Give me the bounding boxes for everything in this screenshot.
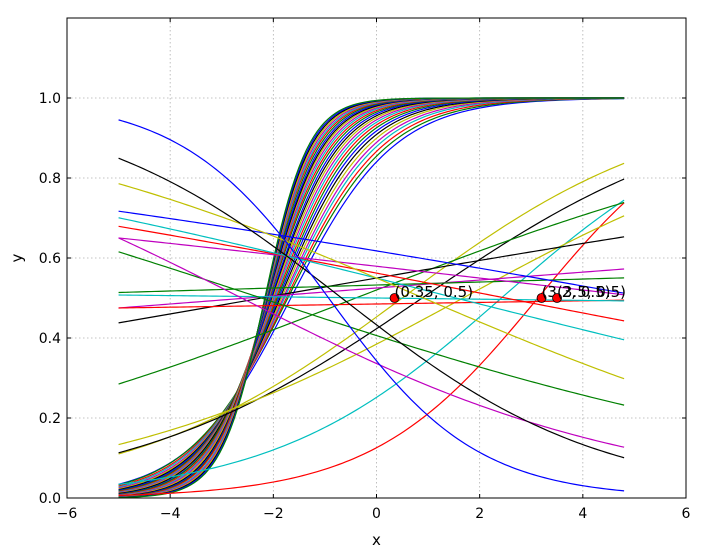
data-point [389, 293, 400, 303]
series-line [118, 157, 625, 459]
series-line [118, 215, 625, 446]
series-line [118, 119, 625, 492]
x-tick-label: −2 [263, 506, 284, 522]
x-tick-label: 6 [682, 506, 691, 522]
y-tick-label: 0.0 [39, 491, 61, 507]
series-layer [118, 97, 625, 498]
x-axis-label: x [372, 531, 381, 549]
series-line [118, 183, 625, 380]
series-line [118, 268, 625, 309]
series-line [118, 217, 625, 341]
series-line [118, 201, 625, 385]
series-line [118, 237, 625, 296]
x-tick-label: 2 [475, 506, 484, 522]
x-tick-label: −4 [160, 506, 181, 522]
series-line [118, 97, 625, 498]
x-tick-label: 4 [578, 506, 587, 522]
y-tick-label: 0.8 [39, 171, 61, 187]
x-tick-label: −6 [57, 506, 78, 522]
y-tick-label: 0.2 [39, 411, 61, 427]
data-point [552, 293, 562, 303]
y-tick-label: 0.4 [39, 331, 61, 347]
y-axis-label: y [8, 253, 26, 262]
series-line [118, 236, 625, 324]
point-annotation: (3.5, 0.5) [557, 283, 626, 301]
series-line [118, 225, 625, 322]
series-line [118, 277, 625, 294]
series-line [118, 210, 625, 294]
x-tick-label: 0 [372, 506, 381, 522]
point-annotation: (0.35, 0.5) [395, 283, 474, 301]
ticks-layer: −6 −4 −2 0 2 4 6 0.0 0.2 0.4 0.6 0.8 1.0 [39, 18, 691, 522]
series-line [118, 178, 625, 454]
series-line [118, 199, 625, 485]
points-layer: (0.35, 0.5) (3.2, 0.5)(3.5, 0.5) [389, 283, 626, 303]
y-tick-label: 1.0 [39, 91, 61, 107]
y-tick-label: 0.6 [39, 251, 61, 267]
data-point [536, 293, 547, 303]
series-line [118, 237, 625, 448]
